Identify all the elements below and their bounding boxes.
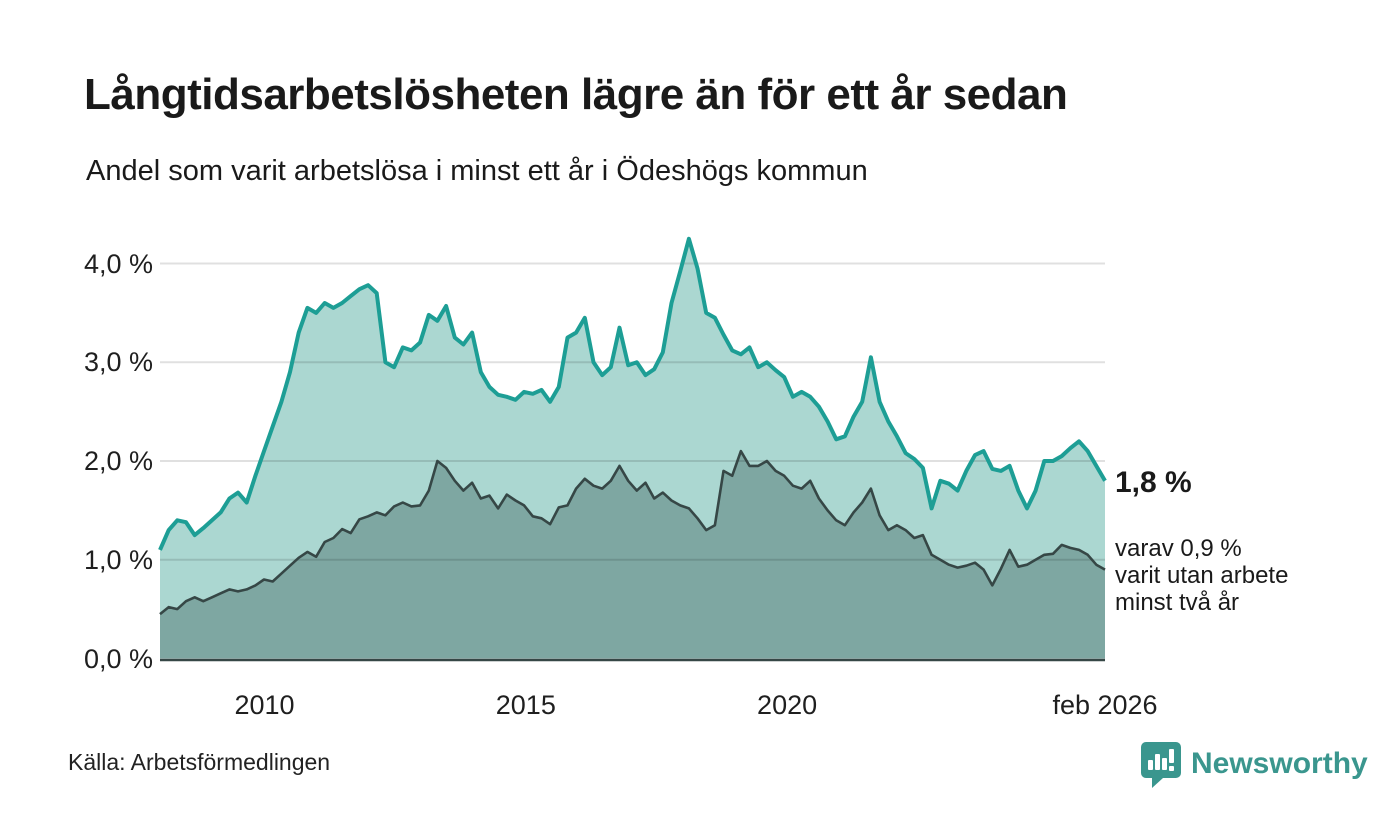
latest-value-label: 1,8 % xyxy=(1115,466,1192,499)
series-area-minst-tva-ar xyxy=(160,451,1105,659)
y-tick-label: 2,0 % xyxy=(83,446,153,476)
secondary-annotation: varav 0,9 % varit utan arbete minst två år xyxy=(1115,535,1288,616)
y-tick-label: 0,0 % xyxy=(83,643,153,674)
secondary-annotation-line: minst två år xyxy=(1115,589,1240,616)
series-line-minst-ett-ar xyxy=(158,236,1107,551)
x-tick-label: 2010 xyxy=(234,690,295,720)
brand-lockup: Newsworthy xyxy=(1140,741,1368,789)
y-tick-label: 4,0 % xyxy=(83,248,153,279)
y-tick-label: 1,0 % xyxy=(83,544,153,575)
page-title: Långtidsarbetslösheten lägre än för ett … xyxy=(84,70,1068,119)
source-caption: Källa: Arbetsförmedlingen xyxy=(68,749,331,775)
x-tick-label: 2020 xyxy=(757,690,818,720)
series-line-minst-tva-ar xyxy=(159,449,1106,616)
x-tick-label: feb 2026 xyxy=(1052,690,1158,720)
secondary-annotation-line: varav 0,9 % xyxy=(1115,535,1242,562)
secondary-annotation-line: varit utan arbete xyxy=(1115,562,1289,589)
brand-name: Newsworthy xyxy=(1191,747,1368,780)
newsworthy-logo-icon xyxy=(1141,742,1181,788)
x-tick-label: 2015 xyxy=(495,690,556,720)
page-subtitle: Andel som varit arbetslösa i minst ett å… xyxy=(86,155,868,187)
y-tick-label: 3,0 % xyxy=(83,347,153,378)
